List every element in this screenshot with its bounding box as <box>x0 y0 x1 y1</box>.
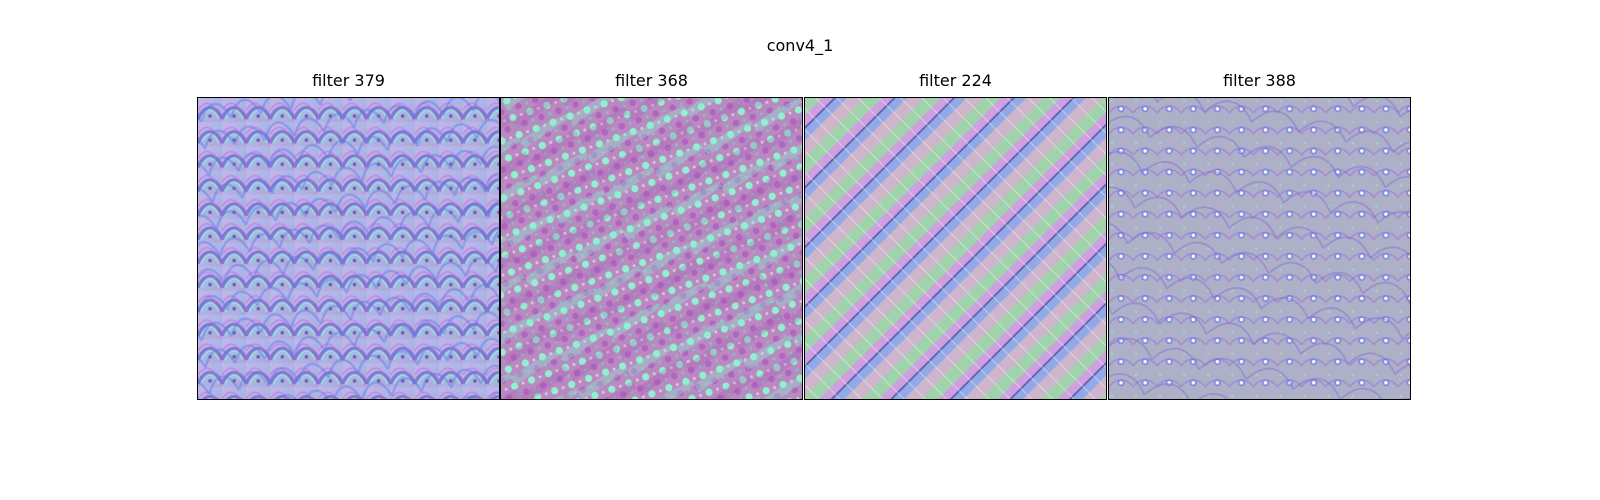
filter-panel-224: filter 224 <box>804 71 1107 400</box>
filter-visualization-image <box>804 97 1107 400</box>
panel-title: filter 379 <box>312 71 385 90</box>
panel-title: filter 388 <box>1223 71 1296 90</box>
filter-visualization-image <box>500 97 803 400</box>
filter-visualization-image <box>1108 97 1411 400</box>
dotted-lattice-texture <box>501 98 802 399</box>
filter-panel-379: filter 379 <box>197 71 500 400</box>
filter-panel-368: filter 368 <box>500 71 803 400</box>
panel-title: filter 224 <box>919 71 992 90</box>
panel-title: filter 368 <box>615 71 688 90</box>
scales-pattern-texture <box>198 98 499 399</box>
figure-title: conv4_1 <box>766 36 834 55</box>
filter-visualization-image <box>197 97 500 400</box>
eye-spots-texture <box>1109 98 1410 399</box>
diagonal-stripes-texture <box>805 98 1106 399</box>
filter-panel-388: filter 388 <box>1108 71 1411 400</box>
